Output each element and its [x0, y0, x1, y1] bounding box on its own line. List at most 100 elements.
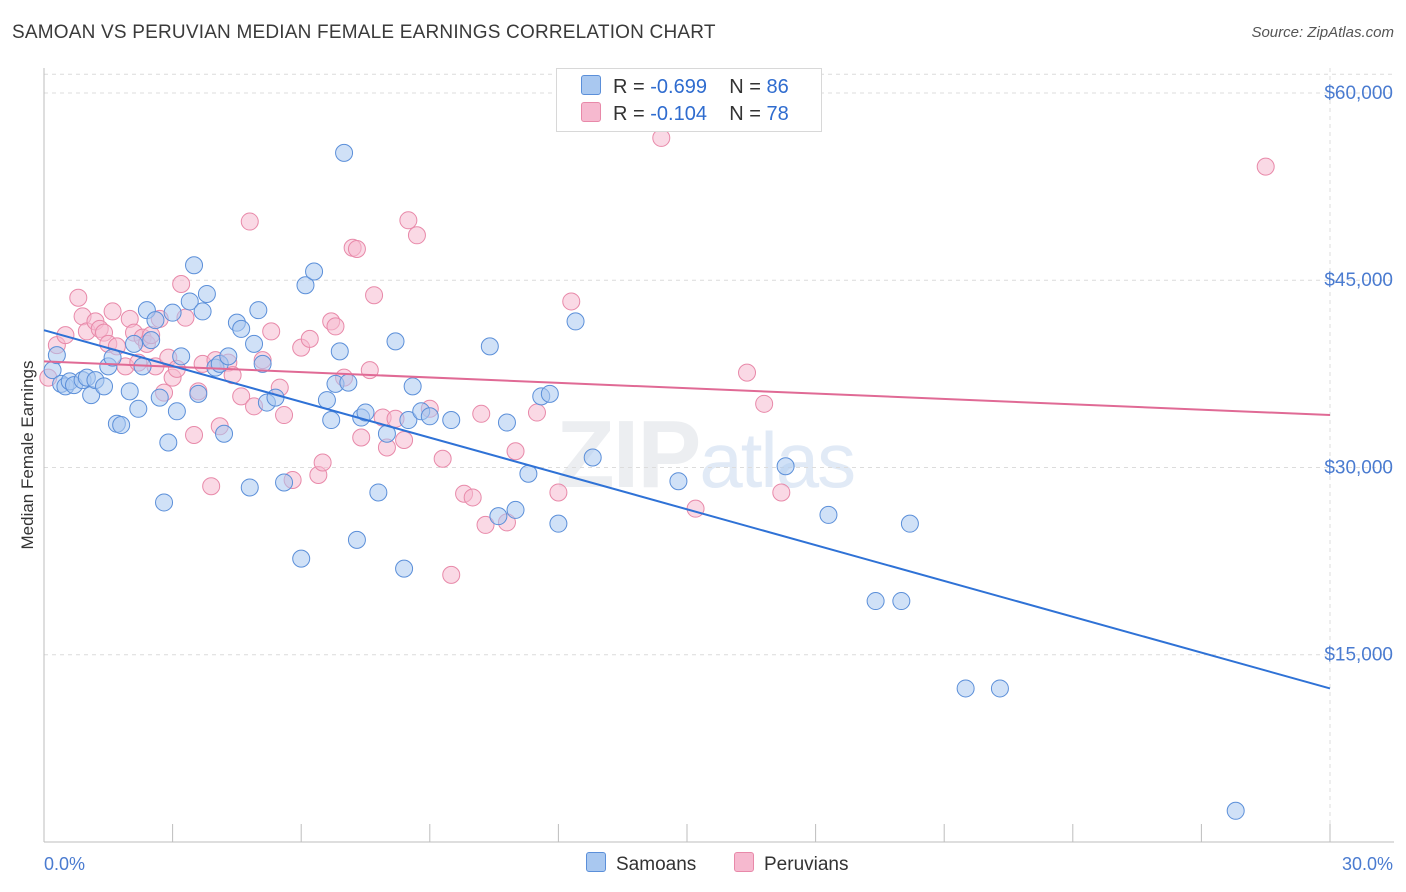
- samoans-legend-swatch: [586, 852, 606, 872]
- samoans-points: [43, 143, 1245, 820]
- stats-legend: R = -0.699 N = 86 R = -0.104 N = 78: [556, 68, 822, 132]
- samoans-point: [180, 292, 199, 311]
- samoans-point: [347, 530, 366, 549]
- samoans-point: [245, 334, 264, 353]
- samoans-point: [403, 377, 422, 396]
- samoans-point: [215, 424, 234, 443]
- samoans-r-label: R =: [613, 76, 645, 98]
- peruvians-r-label: R =: [613, 103, 645, 125]
- peruvians-point: [202, 477, 221, 496]
- samoans-point: [232, 319, 251, 338]
- samoans-n-value: 86: [766, 76, 789, 98]
- peruvians-point: [313, 453, 332, 472]
- samoans-point: [395, 559, 414, 578]
- peruvians-point: [275, 406, 294, 425]
- samoans-point: [296, 276, 315, 295]
- peruvians-point: [407, 226, 426, 245]
- peruvians-point: [300, 329, 319, 348]
- samoans-point: [125, 334, 144, 353]
- chart-title: SAMOAN VS PERUVIAN MEDIAN FEMALE EARNING…: [12, 22, 716, 43]
- samoans-point: [399, 411, 418, 430]
- samoans-n-label: N =: [729, 76, 761, 98]
- samoans-point: [335, 143, 354, 162]
- samoans-point: [167, 402, 186, 421]
- y-tick-label: $60,000: [1324, 83, 1393, 104]
- samoans-point: [112, 416, 131, 435]
- samoans-point: [193, 302, 212, 321]
- samoans-point: [776, 457, 795, 476]
- samoans-point: [356, 403, 375, 422]
- peruvians-point: [686, 499, 705, 518]
- source-label: Source: ZipAtlas.com: [1251, 24, 1394, 41]
- samoans-point: [497, 413, 516, 432]
- samoans-point: [155, 493, 174, 512]
- peruvians-trend-line: [43, 360, 1331, 417]
- samoans-legend-label: Samoans: [616, 854, 697, 875]
- samoans-point: [120, 382, 139, 401]
- samoans-point: [489, 507, 508, 526]
- peruvians-point: [326, 317, 345, 336]
- samoans-point: [322, 411, 341, 430]
- samoans-point: [819, 505, 838, 524]
- peruvians-legend-label: Peruvians: [764, 854, 849, 875]
- samoans-point: [172, 347, 191, 366]
- peruvians-point: [103, 302, 122, 321]
- peruvians-swatch: [581, 102, 601, 122]
- peruvians-point: [506, 442, 525, 461]
- samoans-point: [275, 473, 294, 492]
- samoans-point: [185, 256, 204, 275]
- samoans-trend-line: [43, 329, 1331, 690]
- watermark: ZIPatlas: [556, 400, 856, 510]
- samoans-point: [146, 311, 165, 330]
- peruvians-point: [172, 274, 191, 293]
- samoans-point: [583, 448, 602, 467]
- samoans-point: [159, 433, 178, 452]
- samoans-point: [292, 549, 311, 568]
- peruvians-point: [399, 211, 418, 230]
- samoans-point: [330, 342, 349, 361]
- peruvians-point: [69, 288, 88, 307]
- samoans-point: [1226, 801, 1245, 820]
- samoans-point: [892, 592, 911, 611]
- samoans-point: [956, 679, 975, 698]
- samoans-point: [317, 391, 336, 410]
- peruvians-point: [262, 322, 281, 341]
- samoans-point: [129, 399, 148, 418]
- legend-peruvians: Peruvians: [734, 852, 849, 876]
- samoans-point: [266, 388, 285, 407]
- peruvians-point: [185, 426, 204, 445]
- y-tick-label: $45,000: [1324, 270, 1393, 291]
- peruvians-point: [527, 403, 546, 422]
- samoans-point: [305, 262, 324, 281]
- peruvians-legend-swatch: [734, 852, 754, 872]
- samoans-point: [386, 332, 405, 351]
- samoans-point: [240, 478, 259, 497]
- samoans-point: [339, 373, 358, 392]
- peruvians-point: [442, 565, 461, 584]
- samoans-swatch: [581, 75, 601, 95]
- samoans-point: [566, 312, 585, 331]
- samoans-point: [369, 483, 388, 502]
- samoans-point: [150, 388, 169, 407]
- samoans-point: [442, 411, 461, 430]
- samoans-point: [219, 347, 238, 366]
- samoans-point: [480, 337, 499, 356]
- peruvians-point: [463, 488, 482, 507]
- x-tick-label: 30.0%: [1342, 854, 1393, 874]
- peruvians-point: [472, 404, 491, 423]
- samoans-point: [506, 500, 525, 519]
- samoans-point: [249, 301, 268, 320]
- peruvians-r-value: -0.104: [650, 103, 707, 125]
- samoans-point: [197, 284, 216, 303]
- peruvians-point: [240, 212, 259, 231]
- tick-labels: $15,000 $30,000 $45,000 $60,000 0.0% 30.0%: [44, 83, 1393, 874]
- peruvians-point: [395, 431, 414, 450]
- legend-row-peruvians: R = -0.104 N = 78: [581, 102, 789, 126]
- peruvians-point: [772, 483, 791, 502]
- samoans-point: [540, 384, 559, 403]
- samoans-point: [142, 331, 161, 350]
- peruvians-point: [562, 292, 581, 311]
- legend-samoans: Samoans: [586, 852, 696, 876]
- peruvians-point: [232, 387, 251, 406]
- grid-lines: [44, 68, 1394, 842]
